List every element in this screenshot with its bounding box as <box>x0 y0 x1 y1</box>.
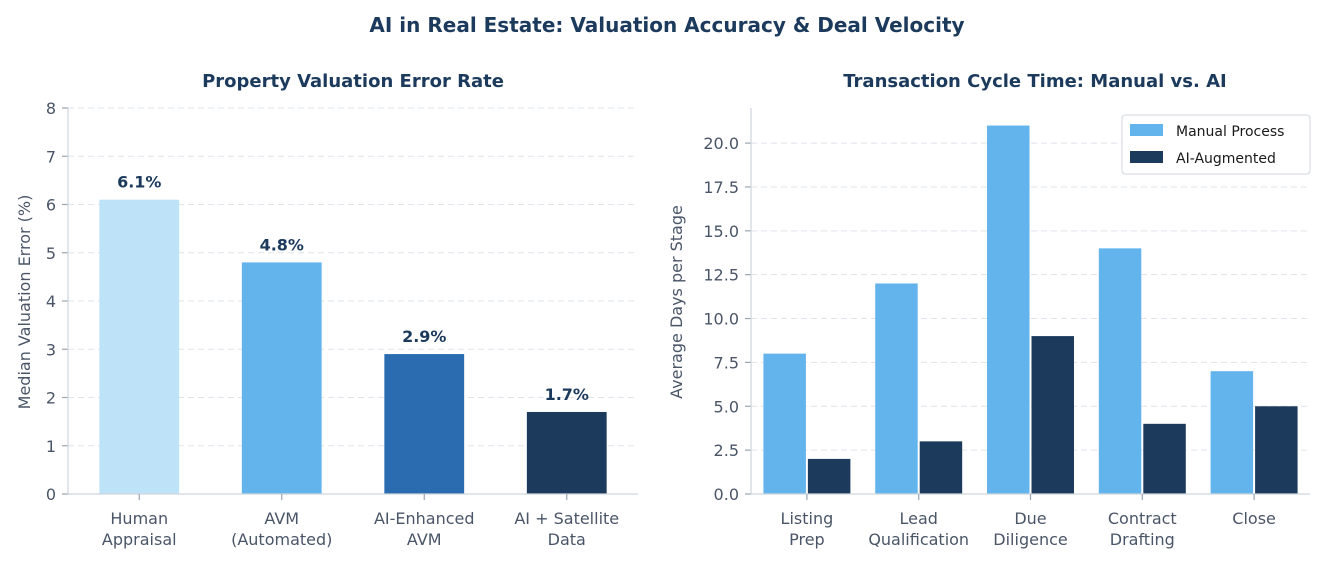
cycle-y-tick-label: 12.5 <box>703 266 739 285</box>
valuation-chart-title: Property Valuation Error Rate <box>202 71 504 92</box>
cycle-time-chart: Transaction Cycle Time: Manual vs. AI 0.… <box>667 71 1311 549</box>
valuation-y-tick-label: 7 <box>46 147 56 166</box>
cycle-x-tick-label: Contract Drafting <box>1108 509 1177 549</box>
valuation-x-tick-line: AI-Enhanced <box>374 509 475 528</box>
valuation-y-tick-label: 6 <box>46 196 56 215</box>
cycle-x-tick-line: Listing <box>781 509 834 528</box>
cycle-legend: Manual Process AI-Augmented <box>1121 114 1311 175</box>
cycle-y-tick-label: 7.5 <box>714 353 739 372</box>
cycle-x-tick-line: Drafting <box>1110 530 1175 549</box>
cycle-y-tick-label: 0.0 <box>714 485 739 504</box>
cycle-x-tick-label: Listing Prep <box>781 509 834 549</box>
valuation-y-tick-label: 2 <box>46 389 56 408</box>
cycle-y-tick-label: 17.5 <box>703 178 739 197</box>
cycle-y-tick-label: 20.0 <box>703 134 739 153</box>
legend-swatch-manual <box>1130 124 1163 136</box>
valuation-y-tick-label: 1 <box>46 437 56 456</box>
valuation-bar <box>241 262 322 494</box>
cycle-x-tick-label: Close <box>1232 509 1276 528</box>
cycle-bar-ai <box>1031 336 1074 494</box>
cycle-y-axis-label: Average Days per Stage <box>667 205 686 399</box>
figure-title: AI in Real Estate: Valuation Accuracy & … <box>369 13 964 37</box>
valuation-y-axis-label: Median Valuation Error (%) <box>15 195 34 410</box>
valuation-y-tick-label: 4 <box>46 292 56 311</box>
cycle-x-tick-label: Due Diligence <box>993 509 1067 549</box>
valuation-data-label: 1.7% <box>545 385 589 404</box>
valuation-y-tick-label: 0 <box>46 485 56 504</box>
valuation-bar <box>526 411 607 494</box>
legend-label-ai: AI-Augmented <box>1176 151 1276 167</box>
valuation-x-tick-line: Data <box>548 530 586 549</box>
cycle-y-tick-label: 2.5 <box>714 441 739 460</box>
valuation-error-chart: Property Valuation Error Rate 012345678 … <box>15 71 638 549</box>
cycle-bar-ai <box>1255 406 1298 494</box>
cycle-bar-ai <box>1143 423 1186 494</box>
cycle-y-tick-label: 5.0 <box>714 397 739 416</box>
valuation-data-label: 4.8% <box>260 235 304 254</box>
legend-label-manual: Manual Process <box>1176 124 1284 140</box>
cycle-bar-ai <box>807 458 851 494</box>
valuation-data-label: 2.9% <box>402 327 446 346</box>
valuation-x-tick-label: Human Appraisal <box>102 509 177 549</box>
valuation-bar <box>384 354 465 494</box>
cycle-x-tick-line: Contract <box>1108 509 1177 528</box>
cycle-bar-manual <box>763 353 806 494</box>
valuation-y-tick-label: 3 <box>46 340 56 359</box>
cycle-x-tick-line: Diligence <box>993 530 1067 549</box>
valuation-x-tick-line: Appraisal <box>102 530 177 549</box>
valuation-x-tick-line: AVM <box>407 530 442 549</box>
cycle-x-tick-label: Lead Qualification <box>868 509 969 549</box>
valuation-x-tick-line: AI + Satellite <box>514 509 619 528</box>
cycle-bar-manual <box>1098 248 1142 494</box>
cycle-y-tick-label: 10.0 <box>703 310 739 329</box>
legend-swatch-ai <box>1130 151 1163 163</box>
valuation-data-label: 6.1% <box>117 173 161 192</box>
cycle-bar-manual <box>987 125 1030 494</box>
cycle-x-tick-line: Lead <box>899 509 937 528</box>
cycle-bar-ai <box>919 441 963 494</box>
cycle-chart-title: Transaction Cycle Time: Manual vs. AI <box>843 71 1226 92</box>
valuation-x-tick-label: AVM (Automated) <box>231 509 332 549</box>
cycle-x-tick-line: Due <box>1014 509 1046 528</box>
valuation-x-tick-line: Human <box>110 509 168 528</box>
cycle-x-tick-line: Prep <box>789 530 825 549</box>
cycle-y-tick-label: 15.0 <box>703 222 739 241</box>
cycle-bar-manual <box>875 283 918 494</box>
cycle-x-tick-line: Qualification <box>868 530 969 549</box>
cycle-bar-manual <box>1210 371 1254 494</box>
legend-box <box>1121 114 1311 175</box>
valuation-x-tick-line: (Automated) <box>231 530 332 549</box>
valuation-y-tick-label: 5 <box>46 244 56 263</box>
valuation-bar <box>99 199 180 495</box>
cycle-x-tick-line: Close <box>1232 509 1276 528</box>
valuation-x-tick-label: AI-Enhanced AVM <box>374 509 475 549</box>
valuation-x-tick-line: AVM <box>264 509 299 528</box>
valuation-y-tick-label: 8 <box>46 99 56 118</box>
valuation-x-tick-label: AI + Satellite Data <box>514 509 619 549</box>
